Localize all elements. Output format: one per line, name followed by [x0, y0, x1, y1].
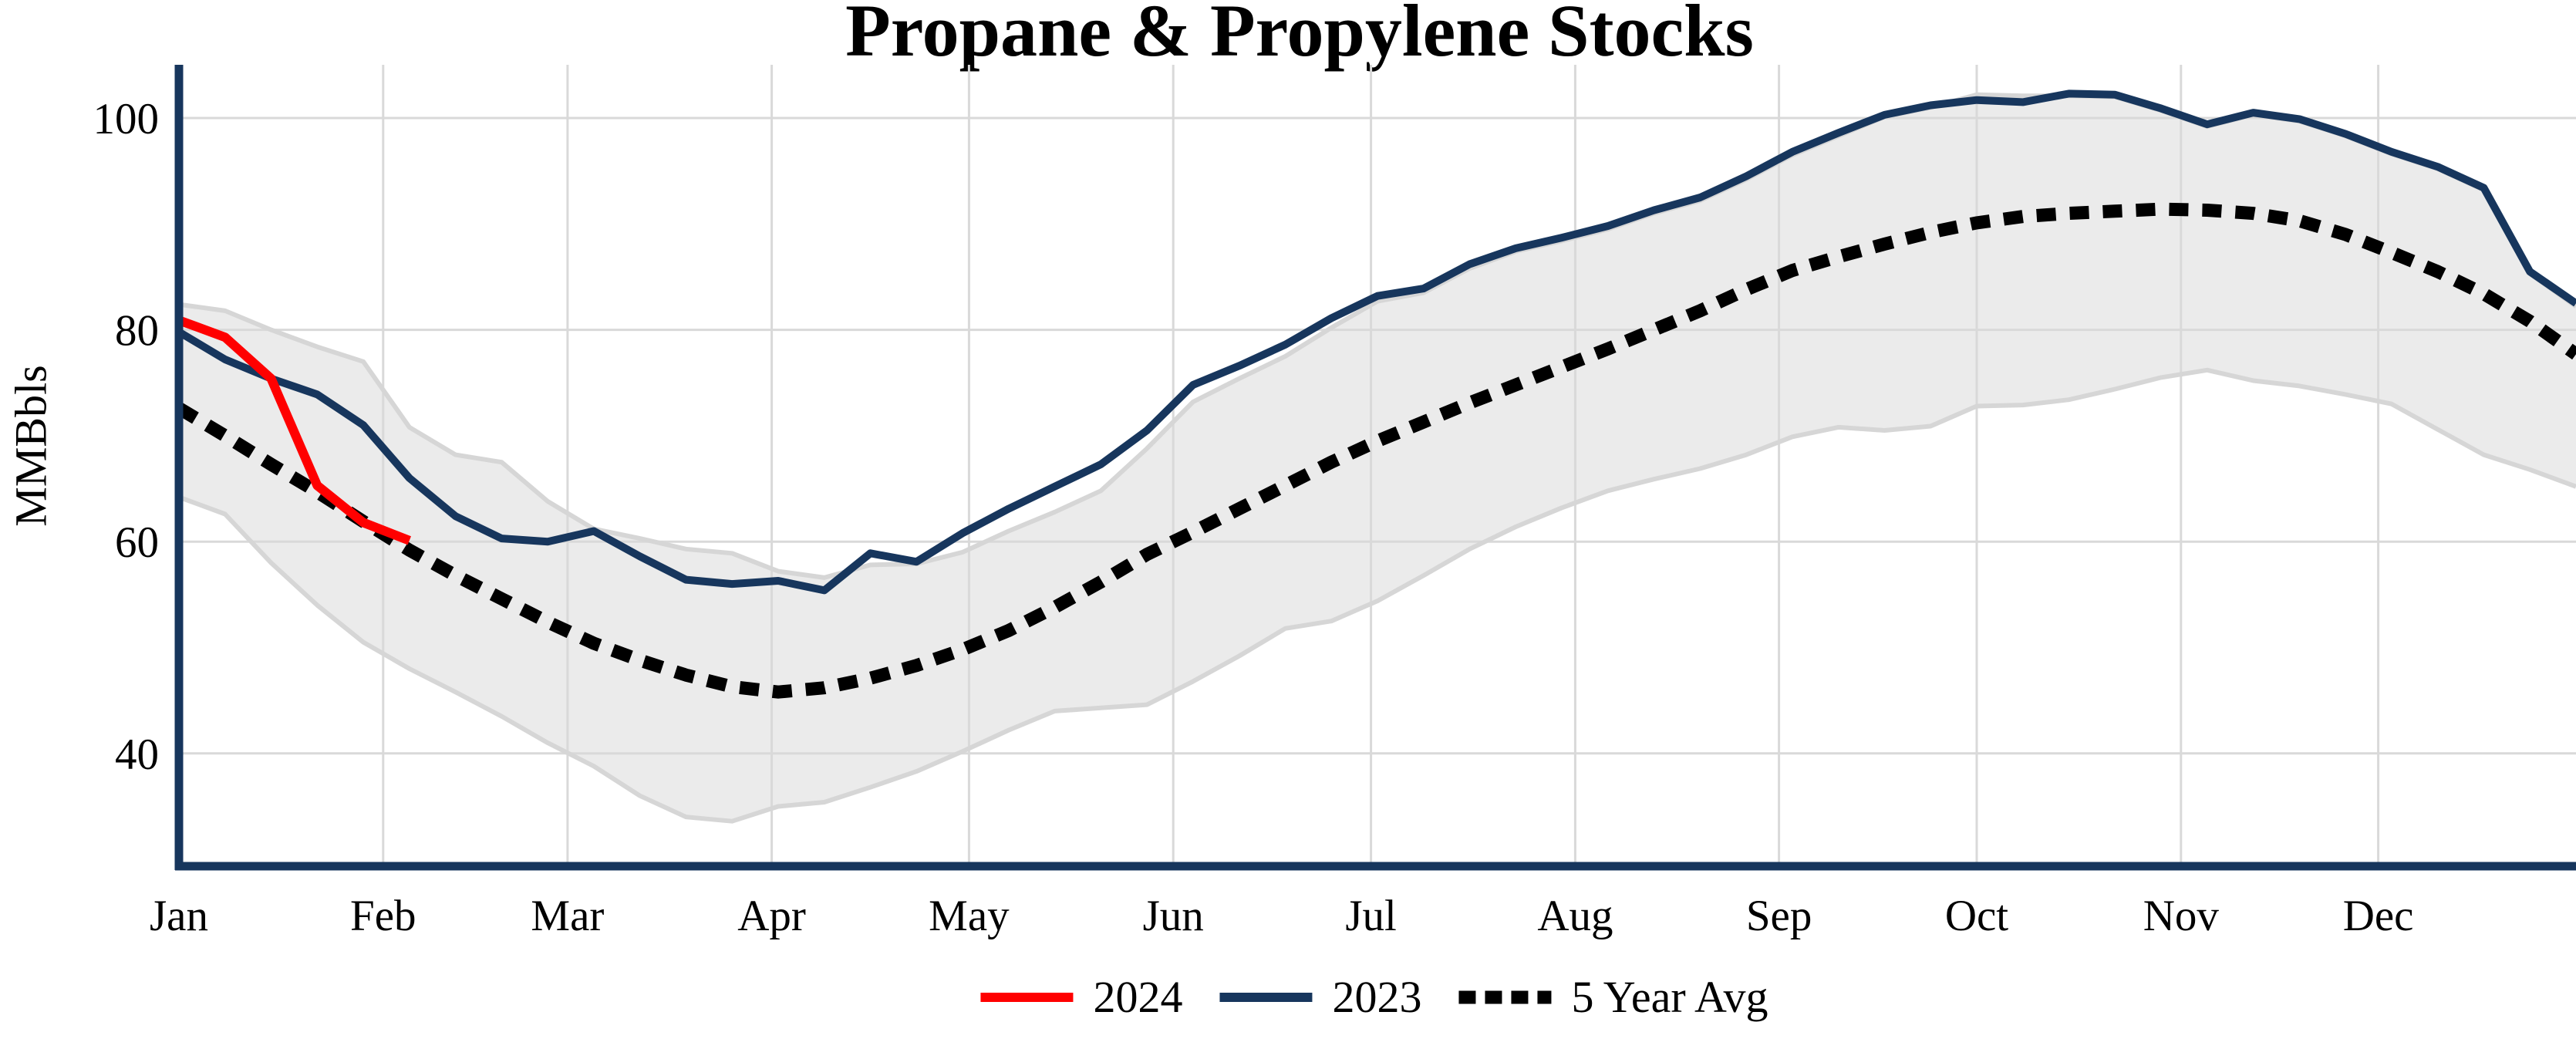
series-line-2024 — [177, 315, 411, 545]
y-tick-labels: 100 80 60 40 — [93, 95, 160, 779]
x-tick-label-oct: Oct — [1945, 892, 2008, 940]
gridlines — [179, 65, 2576, 866]
x-tick-label-jun: Jun — [1143, 892, 1204, 940]
x-tick-label-nov: Nov — [2143, 892, 2220, 940]
y-tick-label-100: 100 — [93, 95, 160, 143]
legend-swatch-2023-line-icon — [1219, 992, 1313, 1002]
x-tick-labels: Jan Feb Mar Apr May Jun Jul Aug Sep Oct Nov Dec — [150, 892, 2413, 940]
legend-label-2023: 2023 — [1332, 972, 1422, 1022]
x-tick-label-jan: Jan — [150, 892, 208, 940]
band-5-year-range-fill — [179, 94, 2576, 821]
legend-swatch-2024-line-icon — [980, 992, 1074, 1002]
legend-label-5yr-avg: 5 Year Avg — [1571, 972, 1768, 1022]
x-tick-label-dec: Dec — [2343, 892, 2414, 940]
series-line-5-year-avg — [175, 202, 2576, 699]
legend: 2024 2023 5 Year Avg — [979, 970, 1768, 1024]
x-tick-label-sep: Sep — [1746, 892, 1812, 940]
y-tick-label-80: 80 — [115, 307, 159, 356]
legend-label-2024: 2024 — [1093, 972, 1183, 1022]
y-tick-label-60: 60 — [115, 518, 159, 567]
legend-swatch-5yr-avg-dotted-icon — [1458, 990, 1552, 1004]
x-tick-label-may: May — [929, 892, 1010, 940]
band-lower-edge — [177, 367, 2576, 824]
chart-title: Propane & Propylene Stocks — [845, 0, 1754, 72]
legend-item-2024: 2024 — [979, 970, 1182, 1024]
legend-item-2023: 2023 — [1218, 970, 1421, 1024]
y-tick-label-40: 40 — [115, 730, 159, 779]
x-tick-label-jul: Jul — [1345, 892, 1397, 940]
series-line-2023 — [177, 89, 2576, 595]
x-tick-label-apr: Apr — [737, 892, 806, 940]
legend-item-5yr-avg: 5 Year Avg — [1457, 970, 1768, 1024]
x-tick-label-mar: Mar — [531, 892, 604, 940]
x-tick-label-feb: Feb — [350, 892, 416, 940]
x-tick-label-aug: Aug — [1537, 892, 1613, 940]
